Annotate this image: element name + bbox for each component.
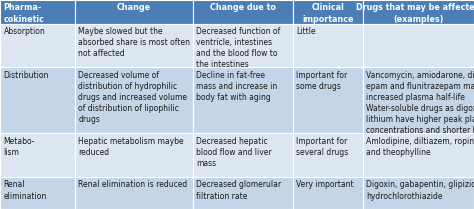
Text: Metabo-
lism: Metabo- lism — [3, 137, 35, 157]
Bar — [193, 177, 293, 209]
Bar — [193, 133, 293, 177]
Bar — [363, 0, 474, 24]
Text: Drugs that may be affected
(examples): Drugs that may be affected (examples) — [356, 4, 474, 24]
Text: Renal
elimination: Renal elimination — [3, 181, 47, 201]
Text: Important for
several drugs: Important for several drugs — [297, 137, 349, 157]
Text: Little: Little — [297, 27, 316, 36]
Bar — [0, 68, 75, 133]
Text: Decline in fat-free
mass and increase in
body fat with aging: Decline in fat-free mass and increase in… — [197, 71, 278, 102]
Bar — [193, 68, 293, 133]
Bar — [0, 0, 75, 24]
Bar — [0, 24, 75, 68]
Text: Change: Change — [117, 4, 151, 13]
Text: Hepatic metabolism maybe
reduced: Hepatic metabolism maybe reduced — [79, 137, 184, 157]
Text: Digoxin, gabapentin, glipizide and
hydrochlorothiazide: Digoxin, gabapentin, glipizide and hydro… — [366, 181, 474, 201]
Bar — [0, 133, 75, 177]
Bar — [193, 24, 293, 68]
Bar — [293, 133, 363, 177]
Text: Pharma-
cokinetic: Pharma- cokinetic — [3, 4, 45, 24]
Bar — [75, 0, 193, 24]
Bar — [363, 133, 474, 177]
Bar — [363, 177, 474, 209]
Bar — [75, 133, 193, 177]
Bar — [293, 68, 363, 133]
Text: Clinical
importance: Clinical importance — [302, 4, 354, 24]
Bar — [363, 68, 474, 133]
Text: Decreased hepatic
blood flow and liver
mass: Decreased hepatic blood flow and liver m… — [197, 137, 272, 168]
Bar — [293, 0, 363, 24]
Text: Decreased function of
ventricle, intestines
and the blood flow to
the intestines: Decreased function of ventricle, intesti… — [197, 27, 281, 69]
Text: Change due to: Change due to — [210, 4, 276, 13]
Bar — [75, 24, 193, 68]
Text: Renal elimination is reduced: Renal elimination is reduced — [79, 181, 188, 190]
Bar — [193, 0, 293, 24]
Bar — [293, 177, 363, 209]
Bar — [75, 177, 193, 209]
Bar — [75, 68, 193, 133]
Text: Very important: Very important — [297, 181, 354, 190]
Bar — [363, 24, 474, 68]
Bar — [0, 177, 75, 209]
Text: Amlodipine, diltiazem, ropinirole,
and theophylline: Amlodipine, diltiazem, ropinirole, and t… — [366, 137, 474, 157]
Text: Absorption: Absorption — [3, 27, 45, 36]
Text: Important for
some drugs: Important for some drugs — [297, 71, 348, 91]
Text: Maybe slowed but the
absorbed share is most often
not affected: Maybe slowed but the absorbed share is m… — [79, 27, 191, 58]
Text: Decreased glomerular
filtration rate: Decreased glomerular filtration rate — [197, 181, 282, 201]
Text: Decreased volume of
distribution of hydrophilic
drugs and increased volume
of di: Decreased volume of distribution of hydr… — [79, 71, 188, 124]
Text: Vancomycin, amiodarone, diaz-
epam and flunitrazepam may have
increased plasma h: Vancomycin, amiodarone, diaz- epam and f… — [366, 71, 474, 135]
Bar — [293, 24, 363, 68]
Text: Distribution: Distribution — [3, 71, 49, 80]
